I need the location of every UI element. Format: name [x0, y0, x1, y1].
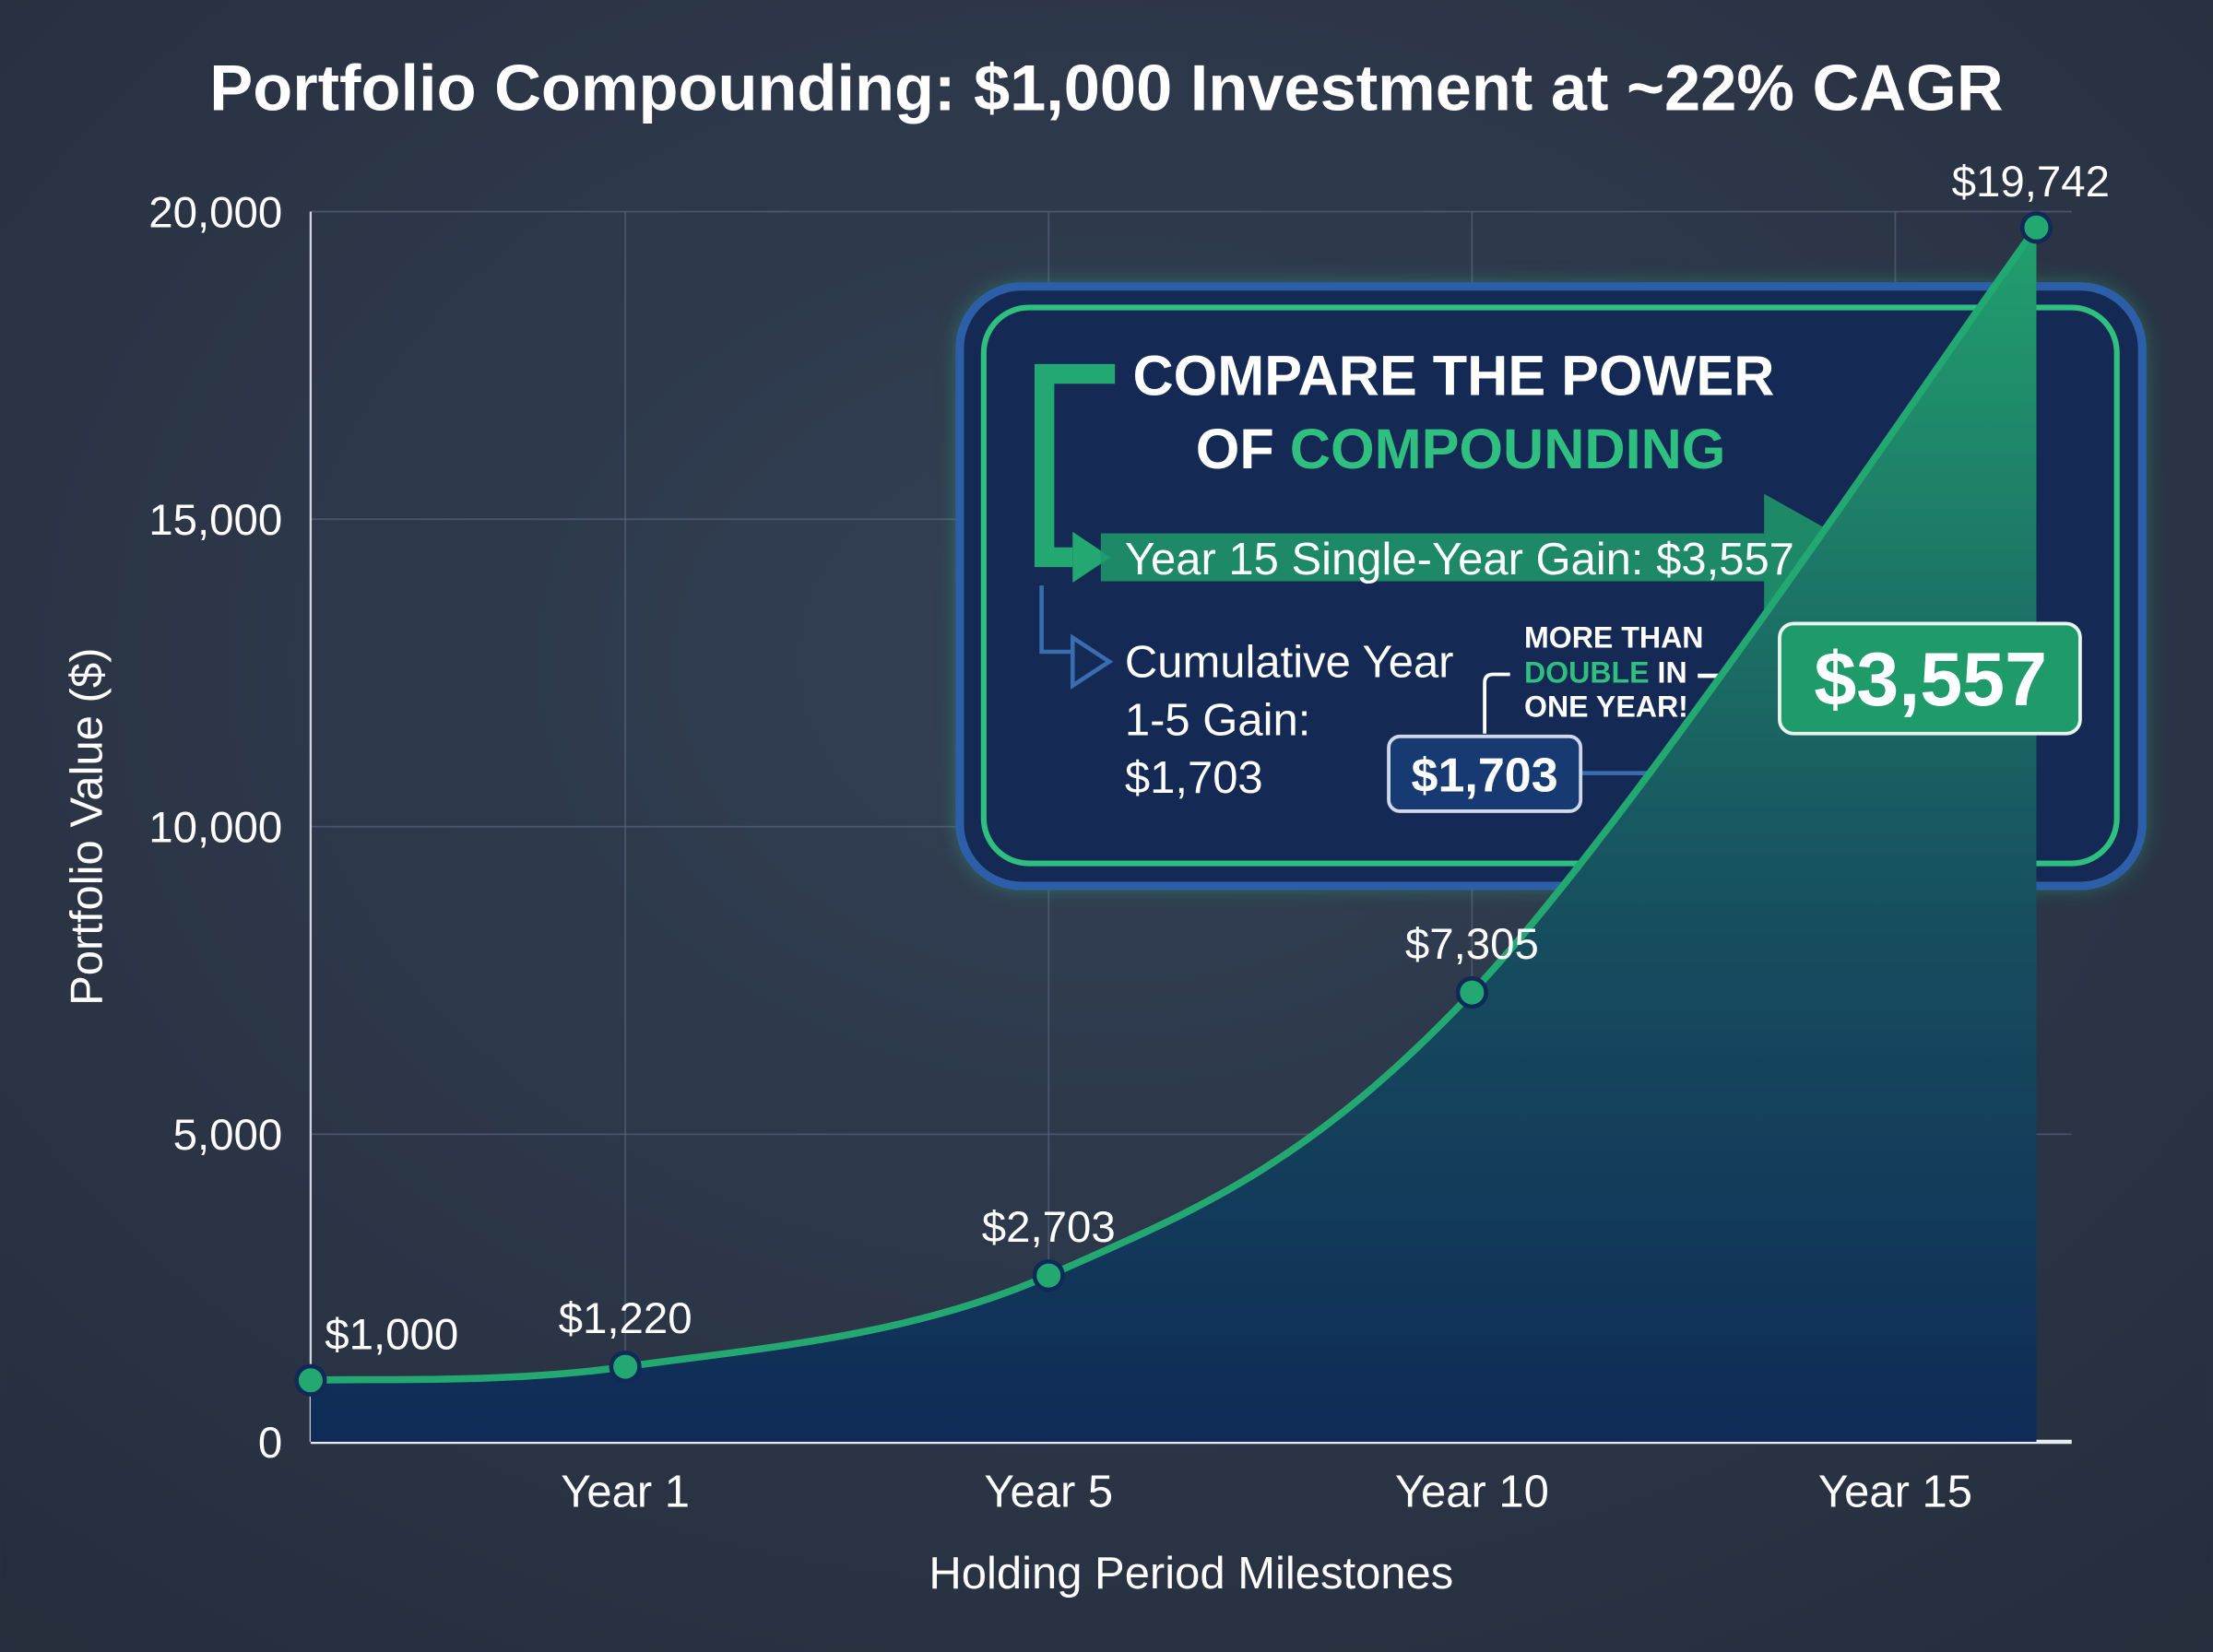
y-tick-label: 15,000 [148, 496, 282, 545]
blue-arrow-icon [1070, 633, 1114, 690]
data-point [294, 1363, 327, 1397]
data-label: $1,000 [325, 1311, 458, 1360]
cumulative-line-3: $1,703 [1125, 753, 1263, 803]
data-label: $1,220 [559, 1294, 692, 1343]
y-tick-label: 20,000 [148, 188, 282, 237]
chart-title: Portfolio Compounding: $1,000 Investment… [209, 51, 2003, 124]
badge-big [1778, 621, 2082, 736]
callout-heading-2: OF COMPOUNDING [1196, 418, 1726, 480]
data-label: $7,305 [1405, 920, 1539, 969]
green-arrow-small-icon [1072, 531, 1111, 584]
callout-badges: $1,703 $3,557 [1387, 621, 2082, 813]
series: $1,000 $1,220 $2,703 $7,305 $19,742 [294, 158, 2110, 1442]
callout-heading-1: COMPARE THE POWER [1132, 344, 1774, 407]
series-line [310, 225, 2040, 1385]
single-year-gain: Year 15 Single-Year Gain: $3,557 [1125, 535, 1794, 584]
data-point [1455, 975, 1488, 1009]
area-fill [310, 227, 2037, 1442]
x-tick-label: Year 5 [984, 1467, 1113, 1516]
y-tick-label: 5,000 [173, 1111, 283, 1160]
x-tick-label: Year 10 [1395, 1467, 1549, 1516]
y-axis-label: Portfolio Value ($) [62, 648, 112, 1006]
x-tick-labels: Year 1 Year 5 Year 10 Year 15 [561, 1467, 1972, 1516]
data-point [2019, 211, 2053, 244]
x-tick-label: Year 15 [1818, 1467, 1972, 1516]
note-line-1: MORE THAN [1524, 620, 1704, 654]
big-green-arrow-icon [1100, 493, 1877, 621]
cumulative-line-2: 1-5 Gain: [1125, 695, 1310, 745]
data-point [1032, 1259, 1065, 1292]
y-tick-labels: 0 5,000 10,000 15,000 20,000 [148, 188, 282, 1467]
data-point [609, 1350, 642, 1384]
note-line-2: DOUBLE IN [1524, 656, 1687, 690]
note-line-3: ONE YEAR! [1524, 690, 1688, 723]
y-tick-label: 0 [258, 1419, 282, 1468]
badge-small [1387, 734, 1583, 813]
y-tick-label: 10,000 [148, 804, 282, 853]
data-label: $19,742 [1952, 158, 2110, 206]
cumulative-line-1: Cumulative Year [1125, 638, 1454, 688]
green-connector [1034, 363, 1116, 568]
badge-small-value: $1,703 [1412, 749, 1558, 803]
data-label: $2,703 [982, 1203, 1116, 1252]
x-tick-label: Year 1 [561, 1467, 690, 1516]
badge-big-value: $3,557 [1814, 636, 2047, 722]
x-axis-label: Holding Period Milestones [929, 1549, 1453, 1599]
blue-connector [1039, 585, 1073, 655]
